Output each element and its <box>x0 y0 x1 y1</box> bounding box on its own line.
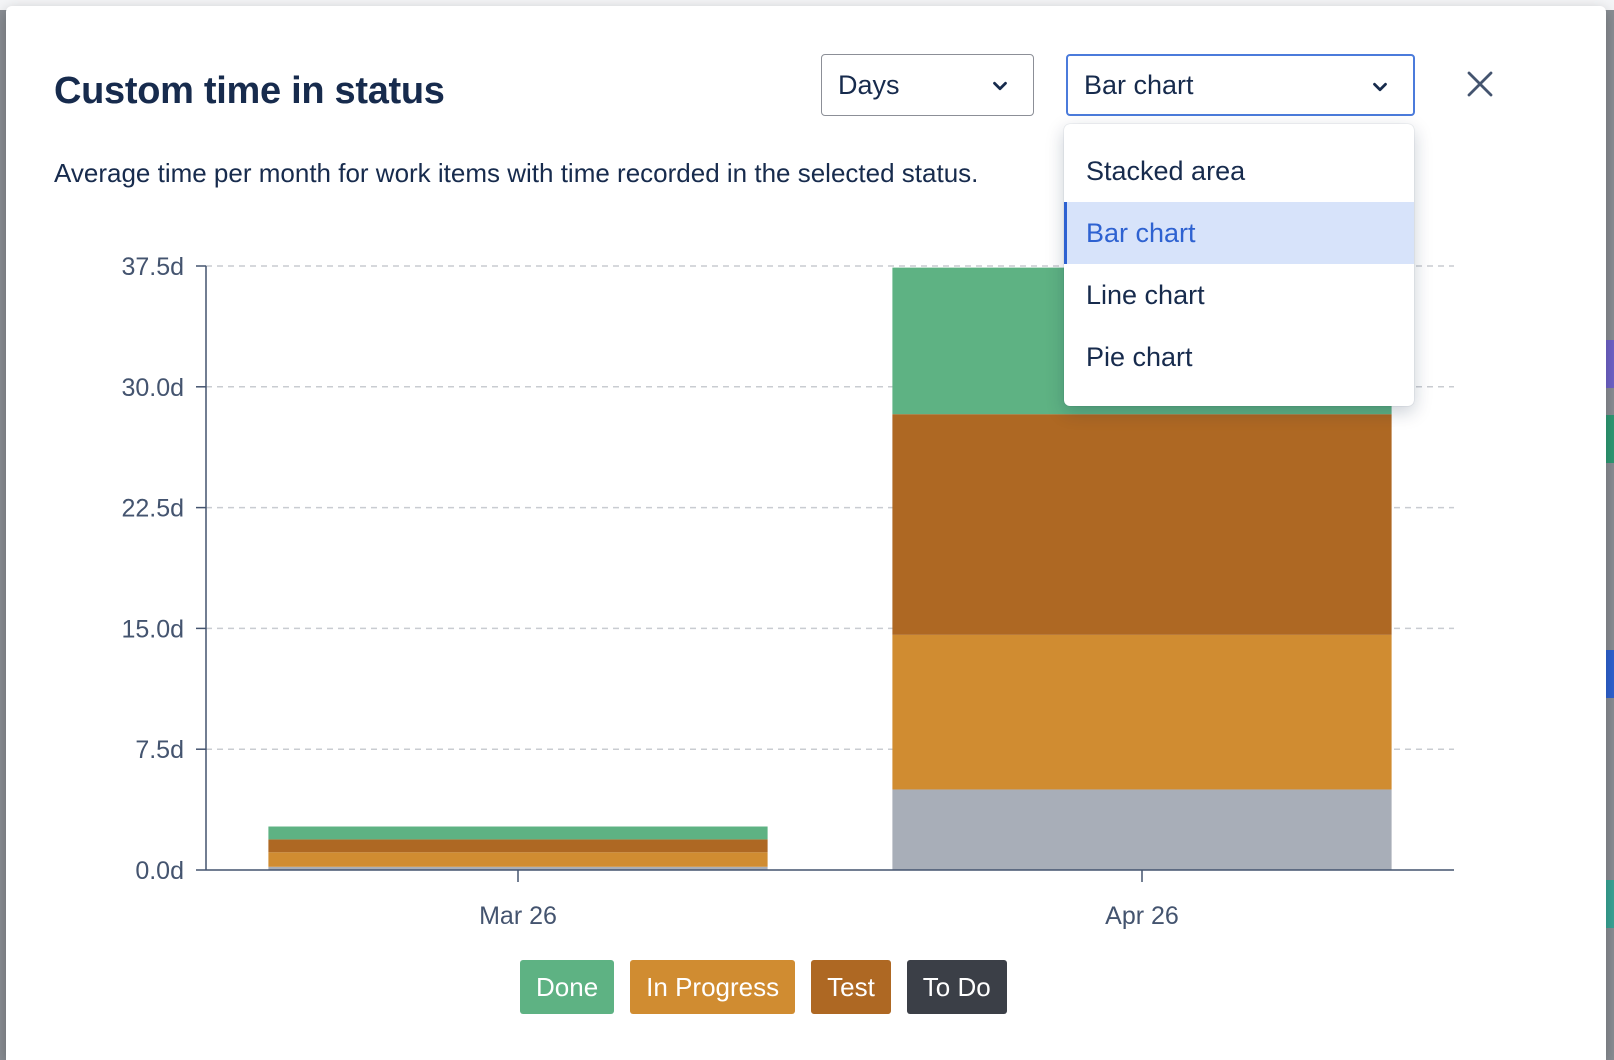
bar-segment-test <box>892 414 1392 635</box>
bar-segment-in-progress <box>892 634 1392 790</box>
chevron-down-icon <box>1373 82 1387 92</box>
bar-segment-to-do <box>892 789 1392 870</box>
y-tick-label: 7.5d <box>135 736 184 764</box>
chart-type-select[interactable]: Bar chart <box>1066 54 1415 116</box>
chevron-down-icon <box>993 81 1007 91</box>
legend-chip-done[interactable]: Done <box>520 960 615 1014</box>
bar-segment-test <box>268 839 768 853</box>
background-accent <box>1606 880 1614 928</box>
chart-legend: Done In Progress Test To Do <box>520 960 1007 1014</box>
background-app <box>0 0 1614 10</box>
bar-segment-to-do <box>268 866 768 870</box>
x-tick-label: Apr 26 <box>1105 902 1179 930</box>
y-tick-label: 22.5d <box>121 495 184 523</box>
chart-type-select-value: Bar chart <box>1084 69 1194 100</box>
option-stacked-area[interactable]: Stacked area <box>1086 155 1246 186</box>
background-accent <box>1606 415 1614 463</box>
y-tick-label: 37.5d <box>121 253 184 281</box>
y-tick-label: 15.0d <box>121 615 184 643</box>
close-button[interactable] <box>1458 62 1502 106</box>
close-icon <box>1467 71 1493 97</box>
x-tick-label: Mar 26 <box>479 902 557 930</box>
legend-chip-test[interactable]: Test <box>811 960 891 1014</box>
background-accent <box>1606 340 1614 388</box>
y-tick-label: 30.0d <box>121 374 184 402</box>
option-pie-chart[interactable]: Pie chart <box>1086 341 1193 372</box>
units-select[interactable]: Days <box>821 54 1034 116</box>
bar-segment-done <box>268 826 768 840</box>
chart-type-dropdown-menu: Stacked area Bar chart Line chart Pie ch… <box>1064 124 1414 406</box>
units-select-value: Days <box>838 69 900 100</box>
modal-title: Custom time in status <box>54 70 445 112</box>
y-tick-label: 0.0d <box>135 857 184 885</box>
option-line-chart[interactable]: Line chart <box>1086 279 1205 310</box>
background-accent <box>1606 650 1614 698</box>
modal-description: Average time per month for work items wi… <box>54 158 979 188</box>
option-bar-chart[interactable]: Bar chart <box>1064 202 1414 264</box>
legend-chip-to-do[interactable]: To Do <box>906 960 1007 1014</box>
bar-segment-in-progress <box>268 852 768 867</box>
legend-chip-in-progress[interactable]: In Progress <box>630 960 796 1014</box>
